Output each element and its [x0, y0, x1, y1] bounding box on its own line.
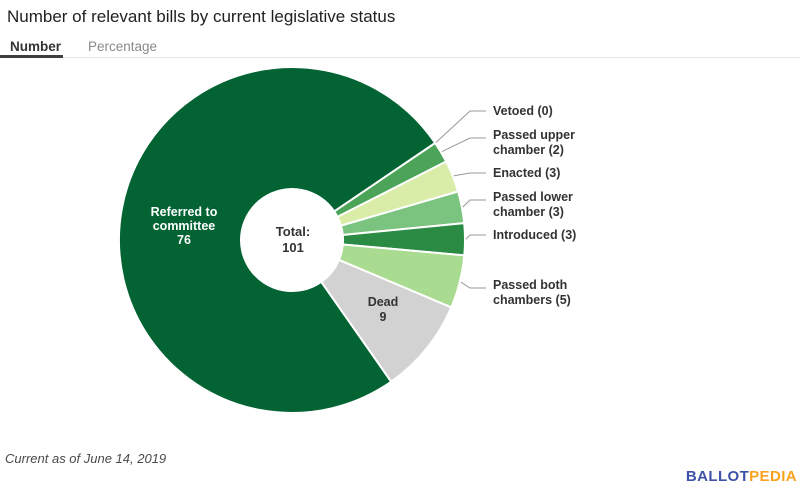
label-referred-to-committee: committee [153, 219, 216, 233]
label-passed-lower-chamber: chamber (3) [493, 205, 564, 219]
ballotpedia-logo: BALLOTPEDIA [686, 469, 797, 485]
label-referred-to-committee: 76 [177, 233, 191, 247]
label-passed-upper-chamber: Passed upper [493, 128, 575, 142]
tab-bar: Number Percentage [0, 34, 157, 58]
slice-dead[interactable] [320, 258, 453, 383]
total-label-line1: Total: [275, 224, 311, 239]
logo-pedia: PEDIA [749, 468, 797, 485]
total-label: Total: 101 [243, 224, 343, 256]
tab-number[interactable]: Number [10, 38, 62, 54]
connector-vetoed [435, 110, 486, 143]
connector-passed-lower-chamber [462, 199, 486, 208]
connector-passed-both-chambers [460, 281, 486, 289]
active-tab-underline [0, 55, 63, 58]
connector-introduced [465, 234, 486, 240]
label-dead: 9 [380, 310, 387, 324]
label-dead: Dead [368, 295, 399, 309]
page-title: Number of relevant bills by current legi… [7, 7, 396, 26]
label-passed-lower-chamber: Passed lower [493, 190, 573, 204]
slice-referred-to-committee[interactable] [118, 66, 437, 414]
label-passed-both-chambers: Passed both [493, 278, 567, 292]
label-referred-to-committee: Referred to [151, 205, 218, 219]
logo-ballot: BALLOT [685, 468, 750, 485]
label-introduced: Introduced (3) [493, 228, 576, 242]
tab-divider [0, 57, 800, 58]
total-label-line2: 101 [282, 240, 304, 255]
tab-percentage[interactable]: Percentage [88, 38, 158, 54]
footnote: Current as of June 14, 2019 [5, 451, 167, 466]
label-passed-both-chambers: chambers (5) [493, 293, 571, 307]
label-enacted: Enacted (3) [493, 166, 560, 180]
label-vetoed: Vetoed (0) [493, 104, 553, 118]
label-passed-upper-chamber: chamber (2) [493, 143, 564, 157]
connector-enacted [453, 172, 486, 177]
connector-passed-upper-chamber [441, 137, 486, 153]
